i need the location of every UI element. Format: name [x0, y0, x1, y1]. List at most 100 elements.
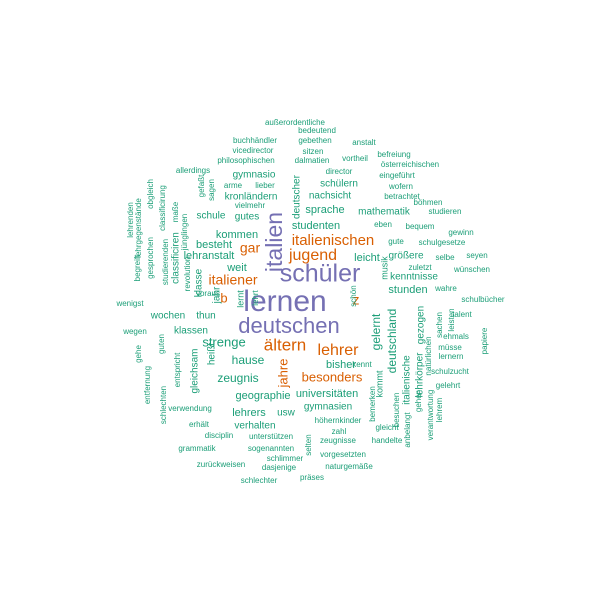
- cloud-word: zahl: [332, 427, 347, 436]
- cloud-word: verantwortung: [426, 390, 435, 441]
- cloud-word: anbelangt: [403, 412, 412, 448]
- cloud-word: wünschen: [453, 265, 490, 274]
- cloud-word: maße: [171, 201, 180, 222]
- cloud-word: mathematik: [358, 207, 411, 218]
- cloud-word: jahr: [212, 286, 223, 304]
- cloud-word: bequem: [406, 222, 435, 231]
- cloud-word: gefaßt: [197, 174, 206, 197]
- cloud-word: gewinn: [448, 228, 473, 237]
- cloud-word: schulzucht: [431, 367, 470, 376]
- cloud-word: kennt: [352, 360, 372, 369]
- cloud-word: gehe: [134, 345, 143, 363]
- cloud-word: voraus: [196, 289, 220, 298]
- cloud-word: heißt: [207, 343, 218, 365]
- cloud-word: entfernung: [143, 366, 152, 404]
- cloud-word: größere: [388, 251, 423, 262]
- cloud-word: schulgesetze: [419, 238, 466, 247]
- cloud-word: lieber: [255, 181, 275, 190]
- cloud-word: erhält: [189, 420, 210, 429]
- cloud-word: nachsicht: [309, 191, 351, 202]
- cloud-word: zurückweisen: [197, 460, 245, 469]
- cloud-word: befreiung: [377, 150, 410, 159]
- cloud-word: ältern: [264, 335, 307, 354]
- cloud-word: sagen: [207, 179, 216, 201]
- cloud-word: gar: [240, 240, 261, 256]
- cloud-word: unterstützen: [249, 432, 293, 441]
- cloud-word: besonders: [302, 369, 363, 384]
- cloud-word: wofern: [388, 182, 413, 191]
- cloud-word: betrachtet: [384, 192, 420, 201]
- cloud-word: italienischen: [292, 232, 375, 249]
- cloud-word: bedeutend: [298, 126, 336, 135]
- cloud-word: wenigst: [115, 299, 144, 308]
- cloud-word: eben: [374, 220, 392, 229]
- cloud-word: sitzen: [303, 147, 324, 156]
- cloud-word: anstalt: [352, 138, 376, 147]
- cloud-word: lehrgegenstände: [134, 198, 143, 258]
- cloud-word: lehrt: [251, 289, 260, 305]
- cloud-word: gymnasio: [233, 170, 276, 181]
- cloud-word: kommt: [374, 370, 384, 397]
- cloud-word: stunden: [388, 284, 427, 296]
- cloud-word: lernt: [235, 290, 245, 308]
- cloud-word: kenntnisse: [390, 272, 438, 283]
- cloud-word: b: [220, 290, 227, 305]
- cloud-word: sprache: [305, 204, 344, 216]
- cloud-word: schülern: [320, 179, 358, 190]
- cloud-word: dasjenige: [262, 463, 297, 472]
- cloud-word: revolution: [183, 257, 192, 292]
- cloud-word: gelernt: [369, 313, 383, 350]
- cloud-word: lehrer: [318, 342, 360, 359]
- cloud-word: klasse: [194, 268, 205, 297]
- cloud-word: lehrenden: [126, 202, 135, 238]
- cloud-word: vortheil: [342, 154, 368, 163]
- cloud-word: bisher: [326, 359, 356, 371]
- cloud-word: arme: [224, 181, 243, 190]
- cloud-word: weit: [226, 262, 247, 274]
- cloud-word: besteht: [196, 239, 232, 251]
- cloud-word: müsse: [438, 343, 462, 352]
- cloud-word: studenten: [292, 220, 340, 232]
- cloud-word: schulbücher: [461, 295, 504, 304]
- cloud-word: obgleich: [146, 179, 155, 209]
- cloud-word: classificirung: [158, 185, 167, 231]
- cloud-word: begreift: [133, 254, 142, 281]
- cloud-word: buchhändler: [233, 136, 277, 145]
- cloud-word: gymnasien: [304, 402, 352, 413]
- cloud-word: grammatik: [178, 444, 216, 453]
- cloud-word: klassen: [174, 326, 208, 337]
- cloud-word: bemerken: [368, 386, 377, 422]
- cloud-word: gezogen: [416, 306, 427, 344]
- cloud-word: jünglingen: [180, 214, 189, 251]
- cloud-word: sachen: [435, 312, 444, 338]
- cloud-word: dalmatien: [295, 156, 330, 165]
- cloud-word: italiener: [208, 272, 257, 288]
- cloud-word: verwendung: [168, 404, 212, 413]
- cloud-word: leicht: [354, 252, 380, 264]
- cloud-word: natürlichen: [424, 336, 433, 375]
- cloud-word: böhmen: [414, 198, 443, 207]
- cloud-word: entspricht: [173, 352, 182, 387]
- cloud-word: deutschland: [385, 309, 399, 374]
- cloud-word: jugend: [288, 247, 337, 264]
- cloud-word: außerordentliche: [265, 118, 326, 127]
- cloud-word: präses: [300, 473, 324, 482]
- cloud-word: schüler: [280, 260, 361, 288]
- cloud-word: eingeführt: [379, 171, 415, 180]
- cloud-word: zuletzt: [408, 263, 432, 272]
- cloud-word: schön: [349, 285, 358, 306]
- cloud-word: gutes: [235, 212, 259, 223]
- cloud-word: gesprochen: [146, 237, 155, 279]
- cloud-word: gebethen: [298, 136, 331, 145]
- cloud-word: strenge: [202, 334, 245, 349]
- cloud-word: deutschen: [238, 313, 340, 338]
- cloud-word: selten: [304, 434, 313, 455]
- cloud-word: studierenden: [161, 239, 170, 285]
- cloud-word: österreichischen: [381, 160, 439, 169]
- cloud-word: guten: [157, 334, 166, 354]
- cloud-word: verhalten: [234, 421, 275, 432]
- cloud-word: vicedirector: [233, 146, 274, 155]
- cloud-word: universitäten: [296, 388, 358, 400]
- cloud-word: wegen: [122, 327, 147, 336]
